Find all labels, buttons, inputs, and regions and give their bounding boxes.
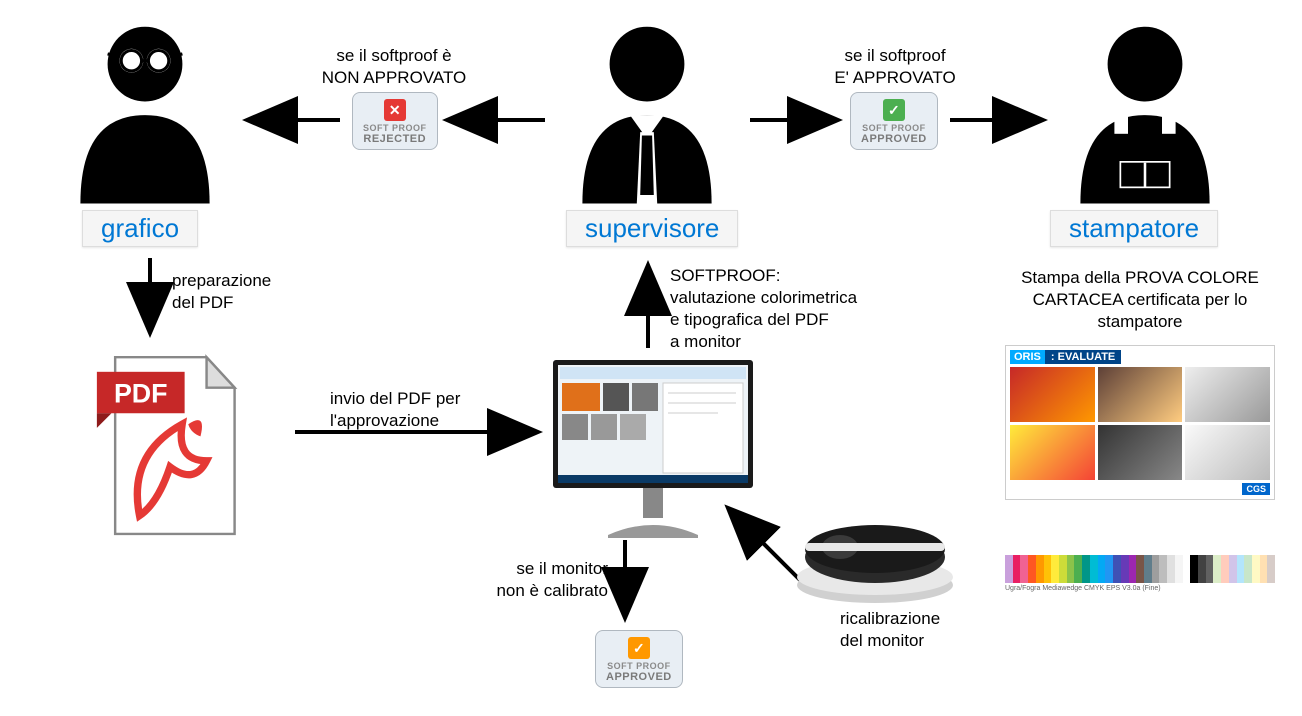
colorbar-swatch <box>1051 555 1059 583</box>
colorbar-swatch <box>1175 555 1183 583</box>
colorbar-swatch <box>1159 555 1167 583</box>
colorbar-swatch <box>1213 555 1221 583</box>
caption-stampa-prova: Stampa della PROVA COLORECARTACEA certif… <box>1000 267 1280 333</box>
colorbar-swatch <box>1221 555 1229 583</box>
colorbar-swatch <box>1036 555 1044 583</box>
caption-uncalibrated: se il monitornon è calibrato <box>468 558 608 602</box>
oris-logo: ORIS: EVALUATE <box>1010 350 1121 364</box>
colorbar-swatch <box>1237 555 1245 583</box>
colorbar-swatch <box>1144 555 1152 583</box>
colorbar-swatch <box>1105 555 1113 583</box>
colorbar-swatch <box>1090 555 1098 583</box>
colorbar-caption: Ugra/Fogra Mediawedge CMYK EPS V3.0a (Fi… <box>1005 585 1275 592</box>
colorbar-swatch <box>1013 555 1021 583</box>
colorbar-swatch <box>1098 555 1106 583</box>
oris-sheet: ORIS: EVALUATE CGS <box>1005 345 1275 500</box>
caption-softproof: SOFTPROOF:valutazione colorimetricae tip… <box>670 265 910 353</box>
colorbar-swatch <box>1152 555 1160 583</box>
caption-send-pdf: invio del PDF perl'approvazione <box>330 388 460 432</box>
colorbar-swatch <box>1136 555 1144 583</box>
colorbar-swatch <box>1028 555 1036 583</box>
colorbar-swatch <box>1206 555 1214 583</box>
caption-recalibration: ricalibrazionedel monitor <box>840 608 940 652</box>
pdf-icon: PDF <box>90 345 250 545</box>
colorbar-swatch <box>1267 555 1275 583</box>
colorbar-swatch <box>1244 555 1252 583</box>
calibration-device <box>790 515 960 610</box>
colorbar-swatch <box>1183 555 1191 583</box>
monitor <box>548 355 758 545</box>
colorbar-swatch <box>1044 555 1052 583</box>
colorbar-swatch <box>1129 555 1137 583</box>
badge-approved-bottom: ✓ SOFT PROOF APPROVED <box>595 630 683 688</box>
colorbar-swatch <box>1190 555 1198 583</box>
colorbar-swatch <box>1005 555 1013 583</box>
colorbar-swatch <box>1252 555 1260 583</box>
colorbar-swatch <box>1020 555 1028 583</box>
colorbar-swatch <box>1260 555 1268 583</box>
colorbar-swatch <box>1082 555 1090 583</box>
colorbar-swatch <box>1067 555 1075 583</box>
colorbar-swatch <box>1167 555 1175 583</box>
colorbar-swatch <box>1074 555 1082 583</box>
colorbar-swatch <box>1229 555 1237 583</box>
colorbar: Ugra/Fogra Mediawedge CMYK EPS V3.0a (Fi… <box>1005 555 1275 592</box>
colorbar-swatch <box>1198 555 1206 583</box>
approved-bottom-icon: ✓ <box>628 637 650 659</box>
svg-text:PDF: PDF <box>114 378 168 408</box>
colorbar-swatch <box>1121 555 1129 583</box>
cgs-logo: CGS <box>1242 483 1270 495</box>
caption-prep-pdf: preparazionedel PDF <box>172 270 271 314</box>
colorbar-swatch <box>1059 555 1067 583</box>
colorbar-swatch <box>1113 555 1121 583</box>
